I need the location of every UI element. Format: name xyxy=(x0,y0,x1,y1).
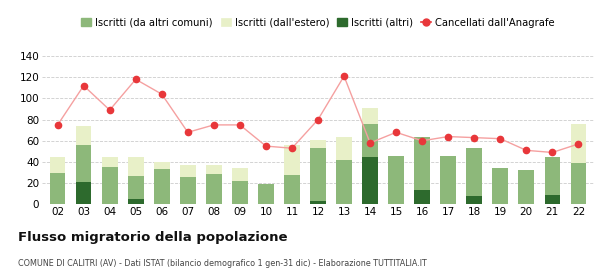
Bar xyxy=(493,168,508,204)
Bar xyxy=(232,168,248,181)
Bar xyxy=(50,157,65,172)
Bar xyxy=(466,196,482,204)
Bar xyxy=(362,108,378,124)
Bar xyxy=(310,140,326,148)
Bar xyxy=(362,124,378,157)
Bar xyxy=(415,137,430,190)
Bar xyxy=(336,160,352,204)
Bar xyxy=(571,163,586,204)
Bar xyxy=(310,148,326,201)
Bar xyxy=(102,167,118,204)
Bar xyxy=(128,176,143,199)
Bar xyxy=(284,145,300,175)
Bar xyxy=(362,157,378,204)
Bar xyxy=(545,157,560,195)
Bar xyxy=(388,156,404,204)
Bar xyxy=(518,171,534,204)
Bar xyxy=(128,199,143,204)
Text: COMUNE DI CALITRI (AV) - Dati ISTAT (bilancio demografico 1 gen-31 dic) - Elabor: COMUNE DI CALITRI (AV) - Dati ISTAT (bil… xyxy=(18,259,427,268)
Bar xyxy=(440,156,456,204)
Bar xyxy=(258,184,274,204)
Text: Flusso migratorio della popolazione: Flusso migratorio della popolazione xyxy=(18,231,287,244)
Bar xyxy=(206,174,221,204)
Bar xyxy=(206,165,221,174)
Bar xyxy=(128,157,143,176)
Bar xyxy=(154,162,170,169)
Bar xyxy=(415,190,430,204)
Bar xyxy=(76,182,91,204)
Bar xyxy=(284,175,300,204)
Bar xyxy=(571,124,586,163)
Bar xyxy=(466,148,482,196)
Bar xyxy=(180,165,196,177)
Bar xyxy=(154,169,170,204)
Bar xyxy=(336,137,352,160)
Bar xyxy=(545,195,560,204)
Bar xyxy=(102,157,118,167)
Legend: Iscritti (da altri comuni), Iscritti (dall'estero), Iscritti (altri), Cancellati: Iscritti (da altri comuni), Iscritti (da… xyxy=(77,13,559,32)
Bar xyxy=(76,126,91,145)
Bar xyxy=(232,181,248,204)
Bar xyxy=(76,145,91,182)
Bar xyxy=(310,201,326,204)
Bar xyxy=(50,172,65,204)
Bar xyxy=(180,177,196,204)
